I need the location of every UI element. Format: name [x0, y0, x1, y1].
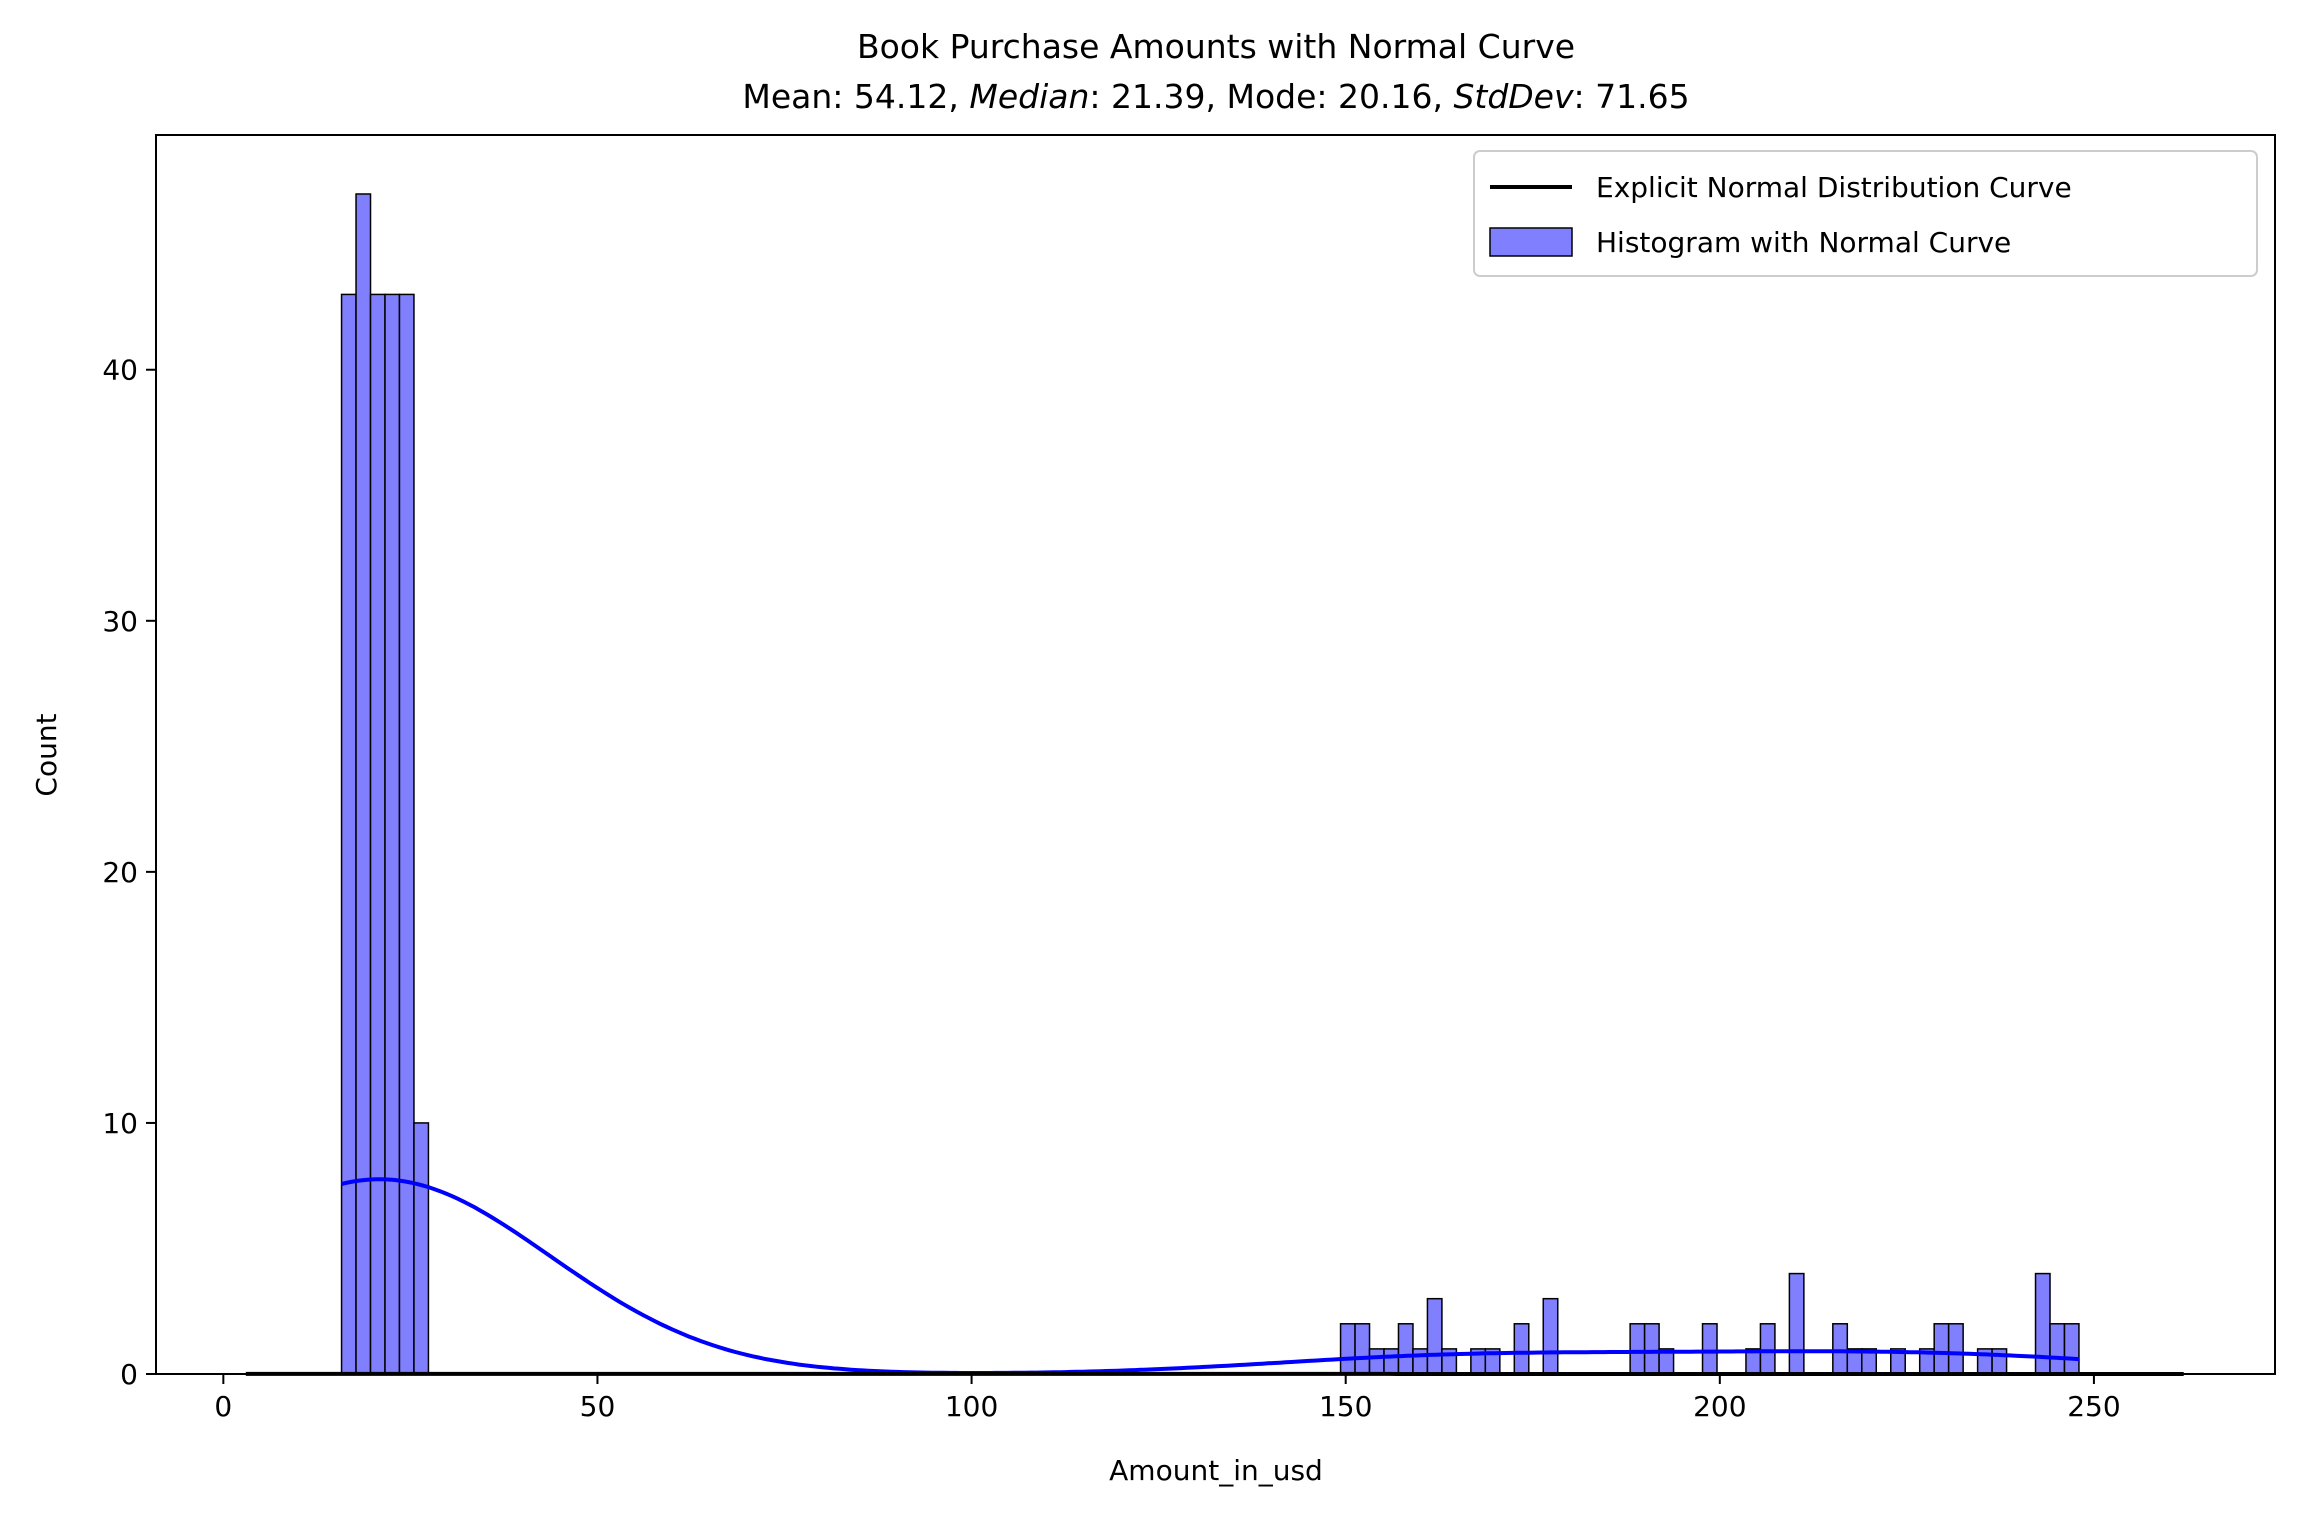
- legend-label-histogram: Histogram with Normal Curve: [1596, 226, 2011, 259]
- histogram-bar: [1629, 1323, 1646, 1375]
- x-axis-label: Amount_in_usd: [1109, 1454, 1323, 1487]
- axes-frame: [155, 134, 2276, 1375]
- subtitle-segment: Mean: 54.12,: [742, 77, 969, 116]
- subtitle-segment: : 71.65: [1574, 77, 1690, 116]
- histogram-bar: [398, 293, 415, 1375]
- kde-curve: [341, 1177, 2080, 1375]
- legend-patch-swatch: [1489, 227, 1573, 257]
- histogram-bar: [1947, 1323, 1964, 1375]
- y-tick-label: 10: [102, 1107, 138, 1140]
- subtitle-segment: : 21.39, Mode: 20.16,: [1089, 77, 1453, 116]
- chart-title: Book Purchase Amounts with Normal Curve: [857, 27, 1575, 66]
- legend-label-normal: Explicit Normal Distribution Curve: [1596, 171, 2072, 204]
- histogram-bar: [2063, 1323, 2080, 1375]
- histogram-bar: [1354, 1323, 1371, 1375]
- histogram-bar: [1339, 1323, 1356, 1375]
- x-tick-label: 100: [945, 1390, 998, 1423]
- histogram-bar: [1542, 1297, 1559, 1375]
- histogram-bar: [1412, 1348, 1429, 1375]
- x-tick-label: 0: [214, 1390, 232, 1423]
- histogram-bar: [1832, 1323, 1849, 1375]
- x-tick-label: 250: [2067, 1390, 2120, 1423]
- histogram-bar: [355, 193, 372, 1375]
- histogram-bars: [340, 193, 2080, 1375]
- histogram-bar: [1643, 1323, 1660, 1375]
- chart-subtitle: Mean: 54.12, Median: 21.39, Mode: 20.16,…: [742, 77, 1689, 116]
- histogram-bar: [1426, 1297, 1443, 1375]
- y-ticks: 0 10 20 30 40: [102, 354, 156, 1391]
- y-tick-label: 30: [102, 605, 138, 638]
- histogram-bar: [2049, 1323, 2066, 1375]
- subtitle-segment: Median: [969, 77, 1089, 116]
- curves: [245, 1177, 2184, 1376]
- histogram-bar: [413, 1122, 430, 1375]
- histogram-bar: [1759, 1323, 1776, 1375]
- histogram-bar: [369, 293, 386, 1375]
- histogram-bar: [1991, 1348, 2008, 1375]
- y-tick-label: 0: [120, 1358, 138, 1391]
- legend-box: [1473, 150, 2258, 277]
- legend: Explicit Normal Distribution Curve Histo…: [1473, 150, 2258, 277]
- x-tick-label: 200: [1693, 1390, 1746, 1423]
- histogram-bar: [384, 293, 401, 1375]
- y-axis-label: Count: [30, 713, 63, 796]
- x-tick-label: 50: [580, 1390, 616, 1423]
- x-tick-label: 150: [1319, 1390, 1372, 1423]
- subtitle-segment: StdDev: [1453, 77, 1574, 116]
- histogram-bar: [1933, 1323, 1950, 1375]
- histogram-bar: [340, 293, 357, 1375]
- y-tick-label: 40: [102, 354, 138, 387]
- histogram-bar: [1383, 1348, 1400, 1375]
- histogram-bar: [1513, 1323, 1530, 1375]
- y-tick-label: 20: [102, 856, 138, 889]
- histogram-bar: [1368, 1348, 1385, 1375]
- x-ticks: 0 50 100 150 200 250: [214, 1374, 2121, 1423]
- histogram-bar: [1788, 1272, 1805, 1375]
- histogram-bar: [1397, 1323, 1414, 1375]
- histogram-bar: [1701, 1323, 1718, 1375]
